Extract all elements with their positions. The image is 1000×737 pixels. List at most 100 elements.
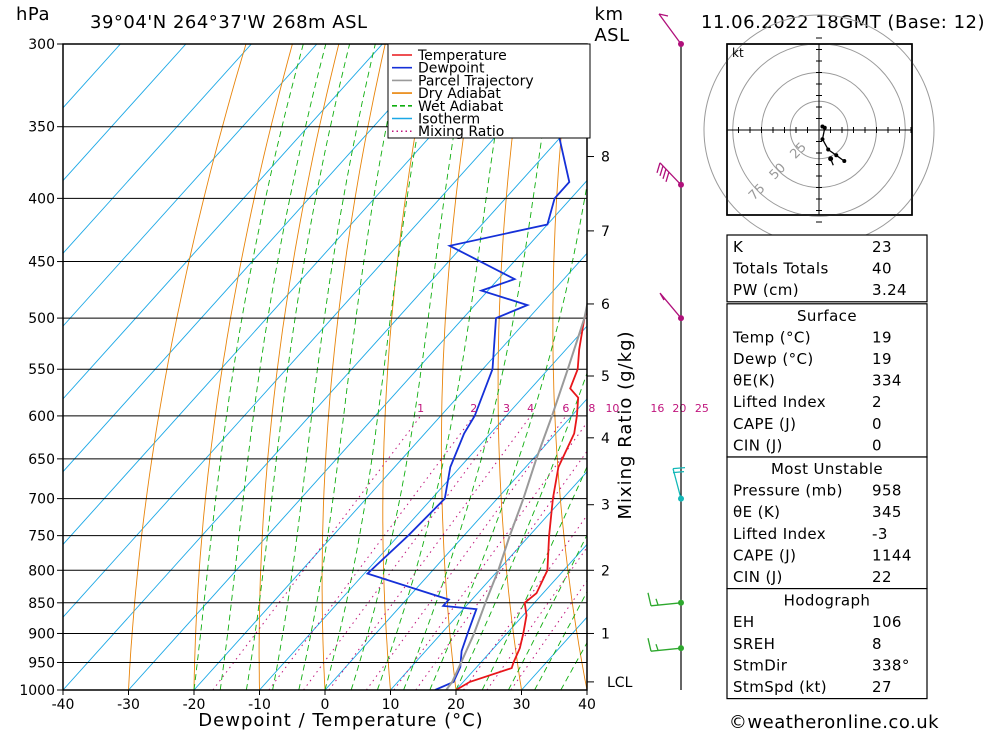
wet-adiabat <box>246 44 349 690</box>
table-value: 334 <box>872 372 902 390</box>
table-value: 2 <box>872 393 882 411</box>
mixing-ratio-label: 1 <box>417 402 424 415</box>
km-unit: km <box>595 4 624 25</box>
y-tick-label: 500 <box>28 311 55 327</box>
hodograph-point <box>820 137 824 141</box>
table-value: 1144 <box>872 546 912 564</box>
table-value: 345 <box>872 503 902 521</box>
table-value: -3 <box>872 525 888 543</box>
dry-adiabat <box>498 44 524 690</box>
wet-adiabat <box>430 44 609 690</box>
table-label: SREH <box>733 635 775 653</box>
y-tick-label: 400 <box>28 191 55 207</box>
isotherm <box>194 44 775 690</box>
y-tick-label: 600 <box>28 409 55 425</box>
y-tick-label: 800 <box>28 563 55 579</box>
table-value: 19 <box>872 328 892 346</box>
hodograph-point <box>834 153 838 157</box>
y-tick-label: 900 <box>28 626 55 642</box>
table-label: K <box>733 238 744 256</box>
isotherm <box>0 44 448 690</box>
mixing-ratio-label: 3 <box>503 402 510 415</box>
table-value: 0 <box>872 415 882 433</box>
mixing-ratio-axis-label: Mixing Ratio (g/kg) <box>615 330 636 519</box>
dry-adiabat <box>383 44 432 690</box>
y-tick-label: 300 <box>28 37 55 53</box>
km-tick-label: 2 <box>601 563 610 579</box>
km-tick-label: 6 <box>601 297 610 313</box>
km-tick-label: 1 <box>601 626 610 642</box>
dry-adiabat <box>989 44 1000 690</box>
dry-adiabat <box>942 44 1000 690</box>
mixing-ratio-label: 6 <box>562 402 569 415</box>
table-label: Lifted Index <box>733 525 826 543</box>
wind-barb <box>673 468 685 499</box>
wind-barb <box>648 638 681 651</box>
table-label: CAPE (J) <box>733 415 796 433</box>
table-label: Dewp (°C) <box>733 350 814 368</box>
table-label: StmSpd (kt) <box>733 678 827 696</box>
table-label: StmDir <box>733 656 788 674</box>
table-label: Temp (°C) <box>732 328 811 346</box>
asl-unit: ASL <box>594 25 629 46</box>
table-label: θE(K) <box>733 372 775 390</box>
table-value: 19 <box>872 350 892 368</box>
y-tick-label: 550 <box>28 362 55 378</box>
table-label: CIN (J) <box>733 436 783 454</box>
y-tick-label: 750 <box>28 529 55 545</box>
table-value: 958 <box>872 482 902 500</box>
mixing-ratio-line <box>303 416 506 690</box>
series-dewpoint <box>368 44 570 690</box>
dry-adiabat <box>657 44 718 690</box>
table-label: Lifted Index <box>733 393 826 411</box>
table-label: EH <box>733 613 755 631</box>
wet-adiabat <box>482 44 736 690</box>
table-value: 23 <box>872 238 892 256</box>
km-tick-label: 3 <box>601 498 610 514</box>
storm-motion-point <box>828 156 833 161</box>
y-tick-label: 450 <box>28 255 55 271</box>
table-label: Totals Totals <box>732 260 829 278</box>
table-value: 3.24 <box>872 281 907 299</box>
wet-adiabat <box>351 44 469 690</box>
table-section-title: Most Unstable <box>771 460 883 478</box>
table-section-title: Surface <box>797 307 857 325</box>
mixing-ratio-label: 2 <box>470 402 477 415</box>
mixing-ratio-label: 8 <box>588 402 595 415</box>
isotherm <box>0 44 120 690</box>
table-label: θE (K) <box>733 503 780 521</box>
wind-barb <box>657 163 681 185</box>
table-section-title: Hodograph <box>784 592 871 610</box>
wet-adiabat <box>456 44 670 690</box>
table-value: 0 <box>872 436 882 454</box>
table-label: CAPE (J) <box>733 546 796 564</box>
y-tick-label: 1000 <box>19 683 55 699</box>
y-tick-label: 650 <box>28 452 55 468</box>
dry-adiabat <box>441 44 478 690</box>
y-tick-label: 850 <box>28 596 55 612</box>
km-tick-label: LCL <box>607 675 633 691</box>
mixing-ratio-label: 4 <box>527 402 534 415</box>
wind-profile <box>648 14 685 690</box>
table-value: 27 <box>872 678 892 696</box>
hodograph-point <box>823 126 827 130</box>
hodograph-point <box>842 159 846 163</box>
wind-barb <box>660 293 681 318</box>
km-tick-label: 4 <box>601 431 610 447</box>
dry-adiabat <box>553 44 587 690</box>
table-value: 338° <box>872 656 910 674</box>
wind-barb <box>648 593 681 606</box>
km-tick-label: 8 <box>601 150 610 166</box>
table-value: 106 <box>872 613 902 631</box>
km-tick-label: 7 <box>601 224 610 240</box>
y-tick-label: 950 <box>28 655 55 671</box>
mixing-ratio-label: 16 <box>650 402 664 415</box>
mixing-ratio-line <box>269 416 474 690</box>
x-axis-label: Dewpoint / Temperature (°C) <box>198 710 483 731</box>
isotherm <box>0 44 513 690</box>
km-tick-label: 5 <box>601 369 610 385</box>
date-title: 11.06.2022 18GMT (Base: 12) <box>701 12 985 33</box>
